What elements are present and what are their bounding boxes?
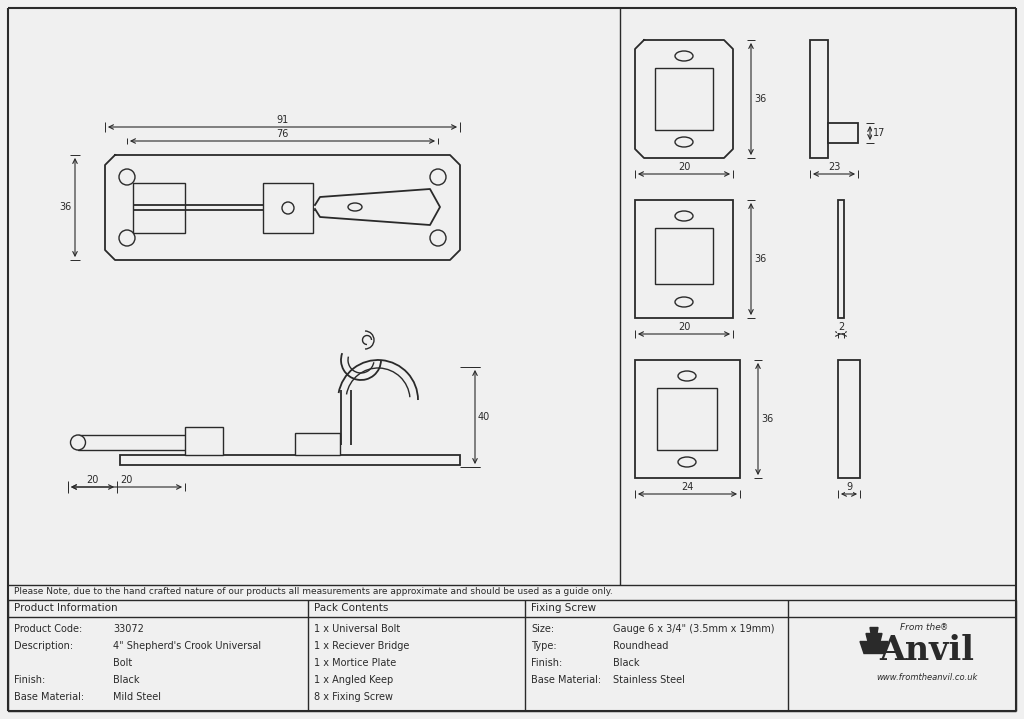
Text: 1 x Reciever Bridge: 1 x Reciever Bridge — [314, 641, 410, 651]
Polygon shape — [105, 155, 460, 260]
Text: Type:: Type: — [531, 641, 557, 651]
Text: Finish:: Finish: — [14, 675, 45, 685]
Bar — [838, 360, 860, 478]
Polygon shape — [860, 641, 888, 654]
Text: Finish:: Finish: — [531, 658, 562, 668]
Text: 1 x Mortice Plate: 1 x Mortice Plate — [314, 658, 396, 668]
Text: 1 x Universal Bolt: 1 x Universal Bolt — [314, 624, 400, 634]
Polygon shape — [133, 205, 330, 210]
Text: Base Material:: Base Material: — [531, 675, 601, 685]
Text: 76: 76 — [276, 129, 289, 139]
Text: 40: 40 — [478, 412, 490, 422]
Text: Bolt: Bolt — [113, 658, 132, 668]
Text: Size:: Size: — [531, 624, 554, 634]
Text: Please Note, due to the hand crafted nature of our products all measurements are: Please Note, due to the hand crafted nat… — [14, 587, 612, 597]
Text: Gauge 6 x 3/4" (3.5mm x 19mm): Gauge 6 x 3/4" (3.5mm x 19mm) — [613, 624, 774, 634]
Text: 20: 20 — [120, 475, 133, 485]
Text: 1 x Angled Keep: 1 x Angled Keep — [314, 675, 393, 685]
Text: 17: 17 — [873, 128, 886, 138]
Text: 20: 20 — [678, 162, 690, 172]
Text: 20: 20 — [86, 475, 98, 485]
Text: Stainless Steel: Stainless Steel — [613, 675, 685, 685]
Bar — [838, 200, 844, 318]
Text: Fixing Screw: Fixing Screw — [531, 603, 596, 613]
Text: 8 x Fixing Screw: 8 x Fixing Screw — [314, 692, 393, 702]
Text: 36: 36 — [754, 94, 766, 104]
Text: 36: 36 — [754, 254, 766, 264]
Text: Pack Contents: Pack Contents — [314, 603, 388, 613]
Text: Mild Steel: Mild Steel — [113, 692, 161, 702]
Text: 2: 2 — [838, 322, 844, 332]
Text: Description:: Description: — [14, 641, 73, 651]
Text: 24: 24 — [681, 482, 693, 492]
Bar — [828, 123, 858, 143]
Bar — [810, 40, 828, 158]
Bar — [185, 427, 223, 455]
Bar — [635, 360, 740, 478]
Text: 33072: 33072 — [113, 624, 144, 634]
Bar — [657, 388, 717, 450]
Text: 36: 36 — [59, 203, 72, 213]
Text: ®: ® — [940, 623, 948, 632]
Bar — [78, 435, 195, 450]
Text: Black: Black — [613, 658, 640, 668]
Text: Product Code:: Product Code: — [14, 624, 82, 634]
Bar — [655, 68, 713, 130]
Bar — [655, 228, 713, 284]
Text: 36: 36 — [761, 414, 773, 424]
Text: From the: From the — [900, 623, 940, 632]
Bar — [263, 183, 313, 233]
Polygon shape — [635, 40, 733, 158]
Text: Anvil: Anvil — [880, 634, 975, 667]
Bar — [635, 200, 733, 318]
Text: www.fromtheanvil.co.uk: www.fromtheanvil.co.uk — [877, 673, 978, 682]
Text: Base Material:: Base Material: — [14, 692, 84, 702]
Text: Black: Black — [113, 675, 139, 685]
Text: 23: 23 — [827, 162, 840, 172]
Bar — [120, 455, 460, 465]
Bar — [295, 433, 340, 455]
Polygon shape — [866, 633, 882, 641]
Polygon shape — [315, 189, 440, 225]
Text: 91: 91 — [276, 115, 289, 125]
Bar — [133, 183, 185, 233]
Circle shape — [71, 435, 85, 450]
Text: 20: 20 — [678, 322, 690, 332]
Text: 9: 9 — [846, 482, 852, 492]
Text: 4" Shepherd's Crook Universal: 4" Shepherd's Crook Universal — [113, 641, 261, 651]
Text: Product Information: Product Information — [14, 603, 118, 613]
Polygon shape — [870, 628, 878, 633]
Text: Roundhead: Roundhead — [613, 641, 669, 651]
